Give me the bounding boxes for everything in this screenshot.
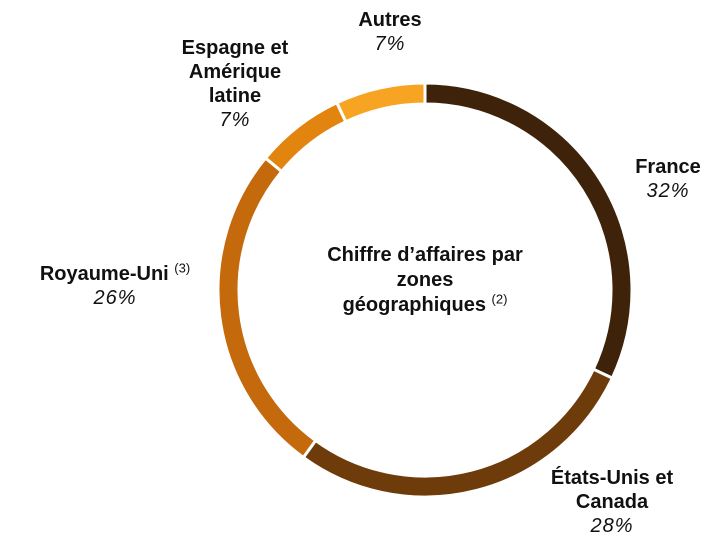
segment-label: France 32%: [625, 155, 711, 203]
category-label: France: [635, 156, 701, 178]
value-label: 28%: [590, 515, 634, 537]
title-note: (2): [491, 291, 508, 307]
category-note: (3): [174, 260, 191, 276]
segment-label: Autres 7%: [340, 8, 440, 56]
category-label: Espagne et Amérique latine: [181, 37, 289, 107]
donut-segment: [423, 81, 634, 381]
segment-label: Espagne et Amérique latine 7%: [170, 36, 300, 132]
donut-segment: [216, 155, 318, 460]
value-label: 7%: [219, 109, 251, 131]
segment-label: États-Unis et Canada 28%: [547, 466, 677, 538]
donut-segment: [334, 81, 427, 124]
value-label: 7%: [374, 33, 406, 55]
chart-title: Chiffre d’affaires par zones géographiqu…: [327, 244, 523, 316]
value-label: 26%: [93, 287, 137, 309]
category-label: Autres: [358, 9, 422, 31]
chart-title-block: Chiffre d’affaires par zones géographiqu…: [325, 243, 525, 318]
category-label: Royaume-Uni: [39, 263, 169, 285]
category-label: États-Unis et Canada: [550, 467, 674, 513]
segment-label: Royaume-Uni (3) 26%: [15, 260, 215, 310]
value-label: 32%: [646, 180, 690, 202]
